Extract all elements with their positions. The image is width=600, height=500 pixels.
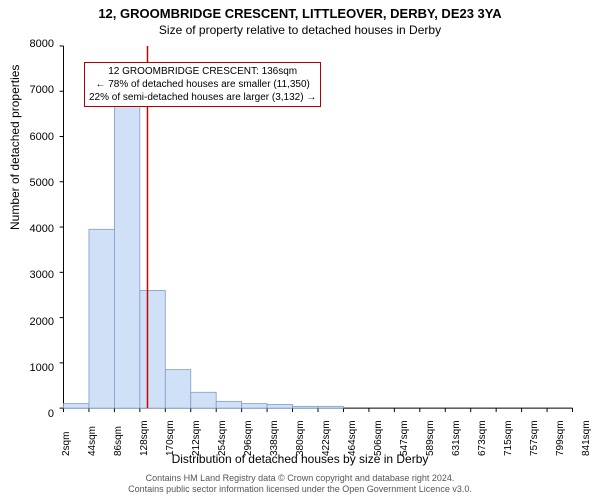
x-tick-label: 673sqm (477, 420, 488, 456)
x-tick-label: 296sqm (243, 420, 254, 456)
x-tick-label: 422sqm (321, 420, 332, 456)
x-tick-label: 715sqm (503, 420, 514, 456)
chart-title: 12, GROOMBRIDGE CRESCENT, LITTLEOVER, DE… (0, 0, 600, 21)
footer: Contains HM Land Registry data © Crown c… (0, 473, 600, 496)
y-tick-label: 5000 (20, 177, 54, 189)
x-tick-label: 338sqm (269, 420, 280, 456)
x-tick-label: 506sqm (373, 420, 384, 456)
chart-subtitle: Size of property relative to detached ho… (0, 21, 600, 41)
footer-line2: Contains public sector information licen… (0, 484, 600, 496)
annotation-line1: 12 GROOMBRIDGE CRESCENT: 136sqm (89, 65, 316, 78)
x-tick-label: 380sqm (295, 420, 306, 456)
footer-line1: Contains HM Land Registry data © Crown c… (0, 473, 600, 485)
y-tick-label: 2000 (20, 316, 54, 328)
x-tick-label: 799sqm (555, 420, 566, 456)
chart-area: 12 GROOMBRIDGE CRESCENT: 136sqm ← 78% of… (58, 44, 578, 414)
y-tick-label: 4000 (20, 223, 54, 235)
x-tick-label: 464sqm (347, 420, 358, 456)
y-tick-label: 8000 (20, 38, 54, 50)
annotation-line2: ← 78% of detached houses are smaller (11… (89, 78, 316, 91)
y-tick-label: 0 (20, 408, 54, 420)
x-tick-label: 757sqm (529, 420, 540, 456)
x-tick-label: 589sqm (425, 420, 436, 456)
x-tick-label: 212sqm (191, 420, 202, 456)
annotation-line3: 22% of semi-detached houses are larger (… (89, 91, 316, 104)
x-tick-label: 547sqm (399, 420, 410, 456)
x-tick-label: 254sqm (217, 420, 228, 456)
y-tick-label: 7000 (20, 84, 54, 96)
x-axis-label: Distribution of detached houses by size … (0, 452, 600, 466)
annotation-box: 12 GROOMBRIDGE CRESCENT: 136sqm ← 78% of… (84, 62, 321, 107)
y-tick-label: 6000 (20, 131, 54, 143)
x-tick-label: 631sqm (451, 420, 462, 456)
y-tick-label: 1000 (20, 362, 54, 374)
y-tick-label: 3000 (20, 269, 54, 281)
x-tick-label: 170sqm (165, 420, 176, 456)
x-tick-label: 128sqm (139, 420, 150, 456)
x-tick-label: 841sqm (581, 420, 592, 456)
